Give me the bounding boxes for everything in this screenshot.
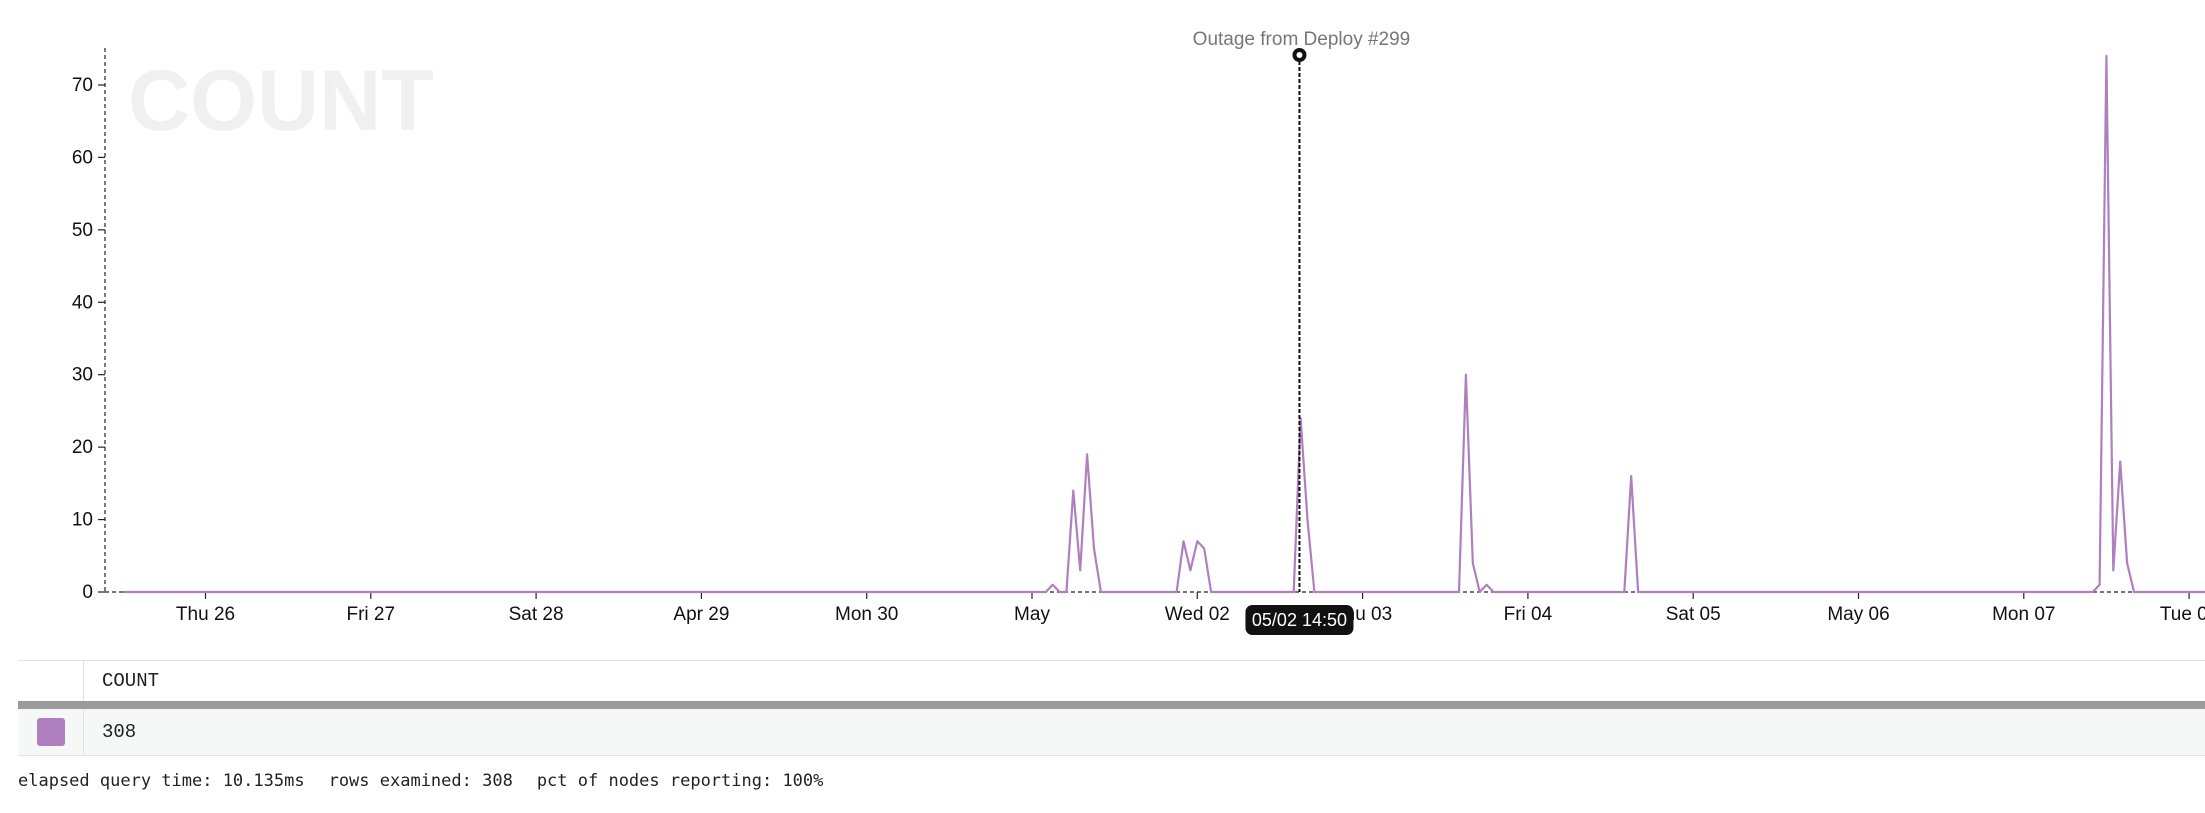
x-tick-label: Mon 30: [835, 604, 898, 625]
count-line-chart[interactable]: COUNT 0 10 20 30 40 50 60 70 Thu 26 Fri 27 Sat 28…: [0, 0, 2205, 650]
x-axis: Thu 26 Fri 27 Sat 28 Apr 29 Mon 30 May Wed 02 T…: [105, 591, 2205, 625]
elapsed-query-time: elapsed query time: 10.135ms: [18, 771, 305, 791]
y-tick-label: 50: [72, 220, 93, 241]
y-tick-label: 40: [72, 292, 93, 313]
y-axis: 0 10 20 30 40 50 60 70: [72, 48, 106, 603]
series-color-swatch[interactable]: [36, 718, 65, 746]
y-tick-label: 60: [72, 147, 93, 168]
y-tick-label: 0: [82, 582, 93, 603]
x-tick-label: May: [1014, 604, 1050, 625]
y-tick-label: 70: [72, 75, 93, 96]
chart-watermark: COUNT: [128, 53, 434, 149]
x-tick-label: Thu 26: [176, 604, 235, 625]
x-tick-label: Sat 28: [509, 604, 564, 625]
summary-header: COUNT: [18, 660, 2205, 701]
summary-divider: [18, 701, 2205, 709]
y-tick-label: 10: [72, 510, 93, 531]
x-tick-label: Mon 07: [1992, 604, 2055, 625]
x-tick-label: Wed 02: [1165, 604, 1230, 625]
y-tick-label: 20: [72, 437, 93, 458]
swatch-column-header: [18, 661, 84, 701]
y-tick-label: 30: [72, 365, 93, 386]
rows-examined: rows examined: 308: [328, 771, 513, 791]
x-tick-label: Sat 05: [1666, 604, 1721, 625]
summary-table: COUNT 308: [18, 660, 2205, 756]
x-tick-label: Fri 04: [1504, 604, 1553, 625]
deploy-marker-icon[interactable]: [1292, 48, 1307, 62]
x-tick-label: Fri 27: [347, 604, 396, 625]
count-value: 308: [102, 721, 137, 743]
count-column-header[interactable]: COUNT: [102, 670, 160, 692]
query-stats: elapsed query time: 10.135ms rows examine…: [18, 771, 847, 791]
x-tick-label: Apr 29: [673, 604, 729, 625]
hover-indicator: 05/02 14:50: [1245, 605, 1354, 635]
hover-time-badge: [1245, 605, 1354, 635]
swatch-cell: [18, 709, 84, 755]
hover-time-label: 05/02 14:50: [1252, 610, 1347, 630]
series-line[interactable]: [122, 54, 2205, 594]
pct-nodes-reporting: pct of nodes reporting: 100%: [536, 771, 824, 791]
table-row[interactable]: 308: [18, 709, 2205, 756]
x-tick-label: May 06: [1827, 604, 1889, 625]
series-layer: [122, 54, 2205, 594]
deploy-annotation[interactable]: Outage from Deploy #299: [1193, 29, 1411, 592]
annotation-label: Outage from Deploy #299: [1193, 29, 1411, 50]
x-tick-label: Tue 08: [2160, 604, 2205, 625]
